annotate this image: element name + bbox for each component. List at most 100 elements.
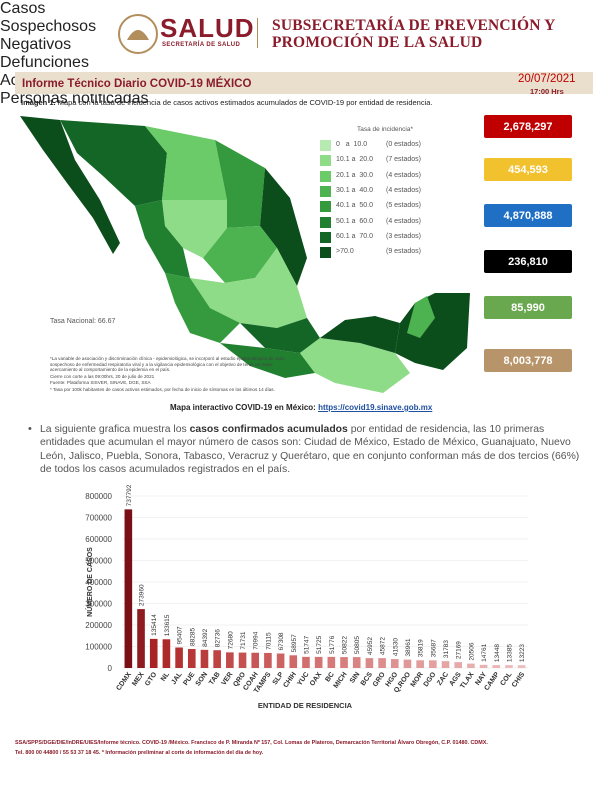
notes: *La variable de asociación y discriminac… [50,356,300,394]
x-tick-label: SON [195,671,209,687]
map-region [395,293,470,370]
data-label: 273960 [139,584,146,606]
note: Fuente: Plataforma SISVER, SINAVE, DGE, … [50,380,151,386]
data-label: 20506 [468,642,475,660]
legend-range: >70.0 [336,248,354,256]
x-tick-label: DGO [423,671,438,689]
title-bar [15,72,593,94]
legend-title: Tasa de incidencia* [357,126,414,133]
bar [289,655,298,668]
report-date: 20/07/2021 [518,73,576,85]
stat-label: Casos [0,0,46,17]
x-tick-label: CHIS [511,671,527,689]
map-region [145,126,227,216]
y-tick-label: 200000 [85,621,112,630]
bar [479,664,488,668]
paragraph-bold: casos confirmados acumulados [189,424,348,435]
link[interactable]: https://covid19.sinave.gob.mx [318,403,433,412]
bar [467,663,475,668]
legend-count: (4 estados) [386,217,422,225]
data-label: 737792 [126,484,133,506]
y-tick-label: 600000 [85,535,112,544]
data-label: 41530 [392,638,399,656]
legend-range: 50.1 a 60.0 [336,217,373,225]
bar [454,662,463,668]
map-region [20,116,120,254]
legend-count: (0 estados) [386,141,422,148]
legend-swatch [320,185,331,197]
header-title: PROMOCIÓN DE LA SALUD [272,34,483,51]
link-line: Mapa interactivo COVID-19 en México: htt… [170,403,432,412]
data-label: 13385 [506,644,513,662]
legend-range: 30.1 a 40.0 [336,186,373,194]
legend-range: 60.1 a 70.0 [336,232,373,240]
map-region [135,200,190,278]
emblem [118,14,158,54]
legend-swatch [320,155,331,167]
x-tick-label: MICH [333,671,349,690]
bar [365,658,374,668]
bar-chart: 0 100000 200000 300000 400000 500000 600000 700… [85,484,528,710]
x-tick-label: NL [160,671,172,683]
map-region [165,273,240,343]
data-label: 51776 [329,635,336,653]
data-label: 67308 [278,632,285,650]
bar [441,661,450,668]
data-label: 70115 [265,632,272,650]
bar [124,509,133,668]
caption-label: Imagen 1. [21,98,56,107]
logo: SALUD [160,13,255,43]
data-label: 51725 [316,635,323,653]
bar [302,656,310,668]
stat-label: Personas notificadas [0,90,149,107]
x-tick-label: ZAC [436,671,450,687]
bar [403,659,412,668]
bar [251,652,260,668]
y-tick-label: 0 [108,664,113,673]
note: Cierre con corte a las 09:00hrs, 20 de j… [50,373,155,379]
bar [238,652,247,668]
bar [492,665,501,668]
report-time: 17:00 Hrs [530,87,564,96]
data-label: 27169 [456,641,463,659]
data-label: 51747 [303,635,310,653]
bar [517,665,526,668]
map-region [320,316,400,353]
footer-line: SSA/SPPS/DGE/DIE/InDRE/UIES/Informe técn… [15,740,488,746]
stat-value: 236,810 [484,250,572,273]
y-tick-label: 800000 [85,492,112,501]
map-region [190,248,307,328]
note: *La variable de asociación y discriminac… [50,356,285,373]
legend-range: 20.1 a 30.0 [336,171,373,179]
map-region [220,343,315,378]
data-label: 82736 [215,629,222,647]
data-label: 50805 [354,636,361,654]
x-tick-label: CDMX [115,671,133,692]
stat-label: Defunciones [0,54,89,71]
y-axis-title: NÚMERO DE CASOS [85,547,94,617]
paragraph-text: por entidad de residencia, las 10 primer… [40,424,580,476]
stat-label: Negativos [0,36,72,53]
bullet: • [28,423,32,435]
bar [416,660,424,668]
x-tick-label: TLAX [459,671,475,690]
bar [352,657,361,668]
bar [276,653,285,668]
map-region [407,296,435,338]
bar [264,652,272,668]
bar [340,657,348,668]
data-label: 70994 [253,631,260,649]
bar [175,647,183,668]
data-label: 35687 [430,639,437,657]
legend-count: (7 estados) [386,156,422,164]
legend-count: (9 estados) [386,248,422,256]
legend-range: 0 a 10.0 [336,141,368,148]
stat-value: 4,870,888 [484,204,572,227]
x-tick-label: OAX [309,671,324,688]
caption-text: Mapa con la tasa de incidencia de casos … [57,98,433,107]
link-label: Mapa interactivo COVID-19 en México: [170,403,316,412]
bar [327,656,336,668]
report-title: Informe Técnico Diario COVID-19 MÉXICO [22,78,252,90]
stat-value: 8,003,778 [484,349,572,372]
